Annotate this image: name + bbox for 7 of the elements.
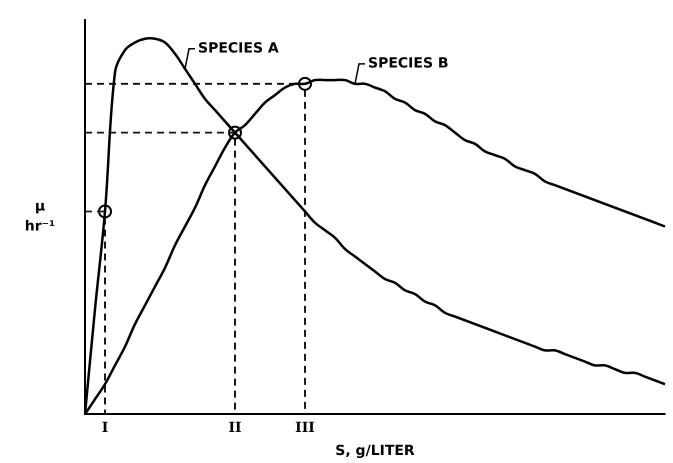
x-tick-label: III [295, 420, 315, 436]
x-tick-label: I [102, 420, 108, 436]
x-axis-title: S, g/LITER [335, 443, 415, 459]
series-label: SPECIES B [368, 55, 449, 72]
series-label: SPECIES A [198, 40, 279, 56]
x-tick-label: II [228, 420, 242, 436]
y-axis-title: μ hr⁻¹ [24, 198, 56, 235]
